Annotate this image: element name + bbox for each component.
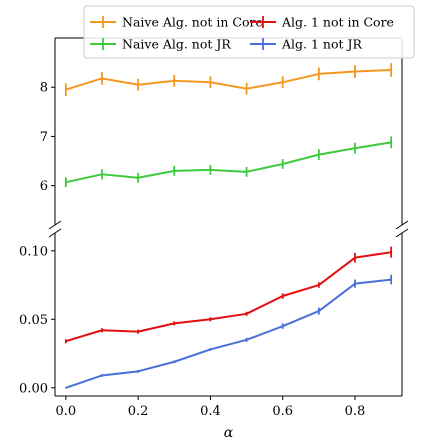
break-mark (48, 228, 62, 238)
series-line (65, 251, 392, 343)
series-alg-1-not-jr (64, 274, 393, 389)
upper-y-tick-label: 6 (40, 179, 48, 194)
legend-frame (83, 5, 415, 59)
x-tick-label: 0.8 (345, 404, 366, 419)
series-line (65, 68, 392, 91)
upper-y-tick-label: 8 (40, 81, 48, 96)
legend-entry: Naive Alg. not in Core (90, 15, 263, 30)
legend-label: Alg. 1 not in Core (281, 15, 394, 30)
upper-y-tick-label: 7 (40, 130, 48, 145)
break-mark (48, 220, 62, 230)
x-axis: 0.0 0.2 0.4 0.6 0.8 (56, 396, 366, 419)
lower-y-tick-label: 0.10 (19, 244, 48, 259)
legend-entry: Alg. 1 not in Core (250, 15, 394, 30)
x-tick-label: 0.0 (56, 404, 77, 419)
lower-y-tick-label: 0.05 (19, 313, 48, 328)
axis-break-marks (48, 220, 409, 238)
series-line (65, 141, 392, 184)
break-mark (395, 220, 409, 230)
series-naive-alg-not-jr (64, 136, 393, 188)
legend-label: Naive Alg. not in Core (122, 15, 263, 30)
legend: Naive Alg. not in Core Alg. 1 not in Core… (83, 5, 415, 59)
upper-panel: 6 7 8 (40, 37, 403, 225)
series-alg-1-not-in-core (64, 246, 393, 344)
legend-entry: Alg. 1 not JR (250, 37, 362, 52)
lower-y-tick-label: 0.00 (19, 381, 48, 396)
legend-label: Alg. 1 not JR (281, 37, 362, 52)
x-axis-label: α (224, 425, 234, 441)
legend-entry: Naive Alg. not JR (90, 37, 231, 52)
series-naive-alg-not-in-core (64, 63, 393, 97)
x-tick-label: 0.4 (200, 404, 221, 419)
legend-label: Naive Alg. not JR (122, 37, 231, 52)
lower-panel: 0.00 0.05 0.10 (19, 233, 403, 397)
break-mark (395, 228, 409, 238)
series-line (65, 278, 392, 389)
x-tick-label: 0.2 (128, 404, 149, 419)
x-tick-label: 0.6 (272, 404, 293, 419)
